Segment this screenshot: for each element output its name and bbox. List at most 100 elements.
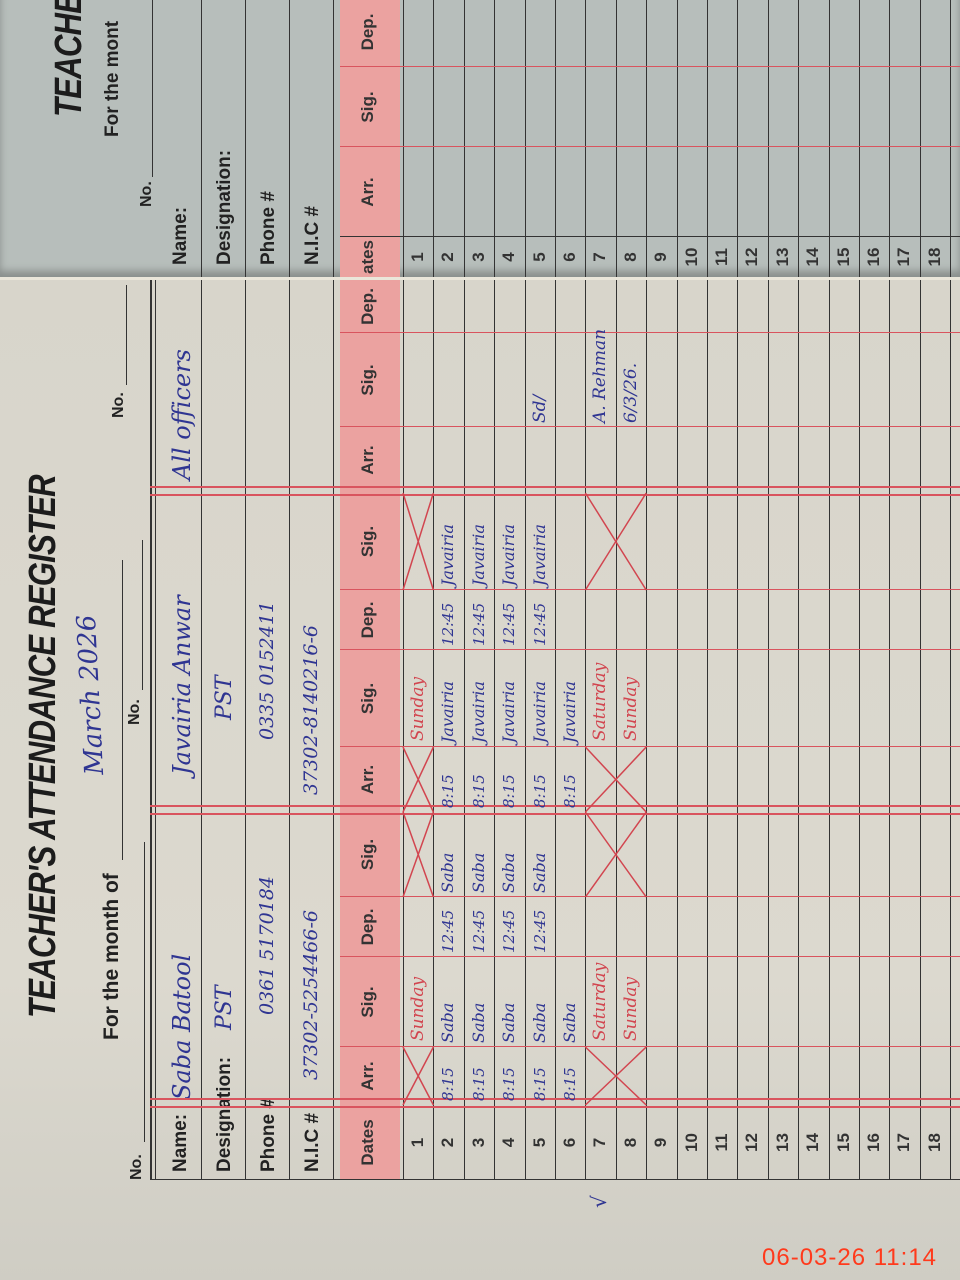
back-date-cell: 7 <box>590 252 610 262</box>
attendance-cell: 8:15 <box>469 774 488 808</box>
back-date-cell: 4 <box>499 252 519 262</box>
attendance-cell: 12:45 <box>500 602 519 646</box>
cross-mark-line <box>402 746 435 813</box>
attendance-cell: Saba <box>499 852 519 893</box>
back-column-header-1: Arr. <box>358 177 377 207</box>
back-date-cell: 14 <box>803 247 823 267</box>
attendance-cell: Saba <box>499 1002 519 1043</box>
back-column-rule <box>340 66 960 67</box>
back-date-cell: 10 <box>681 247 701 267</box>
back-field-rule <box>333 0 334 277</box>
day-note: Sunday <box>408 976 428 1041</box>
cross-mark-line <box>584 746 647 813</box>
register-page-main: TEACHER'S ATTENDANCE REGISTER For the mo… <box>0 279 960 1280</box>
attendance-cell: Saba <box>438 852 458 893</box>
attendance-cell: 8:15 <box>561 1067 579 1101</box>
back-date-cell: 16 <box>864 247 883 267</box>
back-date-cell: 3 <box>468 252 488 262</box>
back-column-header-0: ates <box>358 239 377 275</box>
day-note: Saturday <box>590 962 611 1041</box>
cross-mark-line <box>402 492 435 591</box>
back-column-header-2: Sig. <box>358 91 377 123</box>
date-cell: 14 <box>803 1133 823 1152</box>
back-date-cell: 12 <box>742 247 762 267</box>
date-cell: 3 <box>468 1137 488 1148</box>
back-date-cell: 2 <box>438 252 458 262</box>
attendance-cell: Saba <box>560 1002 579 1043</box>
back-field-label-name: Name: <box>170 206 191 265</box>
attendance-cell: Saba <box>529 1002 549 1043</box>
attendance-cell: Javairia <box>499 524 519 586</box>
attendance-cell: 12:45 <box>439 909 458 953</box>
date-cell: 5 <box>529 1137 549 1148</box>
photo-timestamp: 06-03-26 11:14 <box>762 1244 938 1271</box>
attendance-cell: Javairia <box>438 524 458 586</box>
attendance-cell: 8:15 <box>439 1067 458 1101</box>
date-cell: 1 <box>408 1137 427 1148</box>
register-page-back: TEACHE For the mont No. Name: Designation… <box>0 0 960 280</box>
attendance-cell: Javairia <box>529 524 549 586</box>
back-column-rule <box>340 146 960 147</box>
back-date-cell: 8 <box>620 252 640 262</box>
back-field-rule <box>245 0 246 277</box>
attendance-cell: Javairia <box>560 681 579 743</box>
date-cell: 17 <box>894 1133 914 1152</box>
attendance-cell: 8:15 <box>561 774 579 808</box>
attendance-cell: 12:45 <box>439 602 458 646</box>
day-note: Sunday <box>620 976 641 1041</box>
date-cell: 16 <box>864 1133 883 1152</box>
back-no-label: No. <box>138 181 155 207</box>
attendance-cell: A. Rehman <box>590 328 611 423</box>
back-date-cell: 17 <box>894 247 914 267</box>
attendance-cell: 12:45 <box>530 602 549 646</box>
attendance-cell: 8:15 <box>530 1067 549 1101</box>
attendance-cell: Javairia <box>529 681 549 743</box>
back-date-cell: 18 <box>924 247 944 267</box>
attendance-cell: Saba <box>438 1002 458 1043</box>
attendance-cell: Sd/ <box>529 394 550 423</box>
back-field-label-designation: Designation: <box>214 149 235 265</box>
back-no-line <box>152 0 153 177</box>
date-cell: 7 <box>590 1137 610 1148</box>
back-date-cell: 11 <box>712 248 731 266</box>
back-date-cell: 6 <box>560 252 579 262</box>
date-cell: 13 <box>772 1133 792 1152</box>
cross-mark-line <box>584 1046 647 1106</box>
back-date-cell: 1 <box>408 252 427 262</box>
attendance-cell: 6/3/26. <box>620 362 641 423</box>
date-cell: 6 <box>560 1137 579 1148</box>
attendance-cell: 8:15 <box>500 774 519 808</box>
date-cell: 8 <box>620 1137 640 1148</box>
attendance-cell: Javairia <box>468 524 488 586</box>
cross-mark-line <box>402 1046 435 1106</box>
attendance-cell: Javairia <box>499 681 519 743</box>
date-cell: 2 <box>438 1137 458 1148</box>
attendance-cell: Saba <box>529 852 549 893</box>
day-note: Sunday <box>620 676 641 741</box>
date-cell: 11 <box>712 1133 731 1152</box>
date-cell: 10 <box>681 1133 701 1152</box>
attendance-cell: 12:45 <box>530 909 549 953</box>
back-date-cell: 13 <box>772 247 792 267</box>
attendance-cell: Javairia <box>468 681 488 743</box>
day-note: Sunday <box>408 676 428 741</box>
attendance-cell: Saba <box>468 852 488 893</box>
attendance-cell: 8:15 <box>439 774 458 808</box>
back-date-cell: 5 <box>529 252 549 262</box>
attendance-cell: 12:45 <box>469 602 488 646</box>
back-field-label-phone: Phone # <box>258 191 279 265</box>
date-cell: 12 <box>742 1133 762 1152</box>
attendance-cell: 12:45 <box>500 909 519 953</box>
date-cell: 4 <box>499 1137 519 1148</box>
cross-mark-line <box>584 811 647 898</box>
back-column-header-3: Dep. <box>358 13 377 51</box>
date-cell: 15 <box>833 1133 853 1152</box>
back-date-cell: 9 <box>651 252 671 262</box>
attendance-cell: Saba <box>468 1002 488 1043</box>
day-note: Saturday <box>590 662 611 741</box>
back-field-label-nic: N.I.C # <box>302 205 323 265</box>
back-date-cell: 15 <box>833 247 853 267</box>
date-cell: 9 <box>651 1137 671 1148</box>
back-title: TEACHE <box>48 0 90 117</box>
